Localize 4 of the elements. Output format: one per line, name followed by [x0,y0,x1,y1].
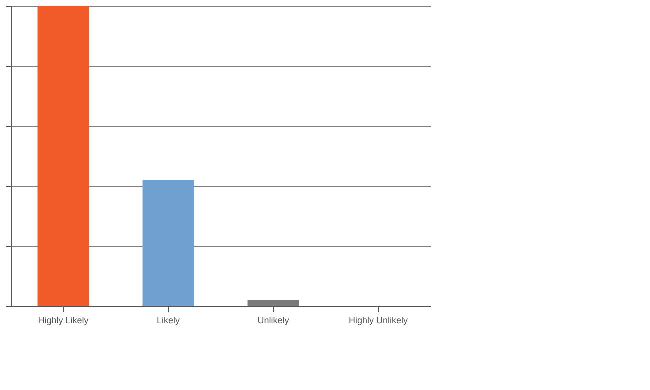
x-tick-label: Unlikely [258,316,290,326]
x-tick-label: Likely [156,316,180,326]
x-tick-label: Highly Unlikely [348,316,409,326]
x-tick-label: Highly Likely [38,316,90,326]
